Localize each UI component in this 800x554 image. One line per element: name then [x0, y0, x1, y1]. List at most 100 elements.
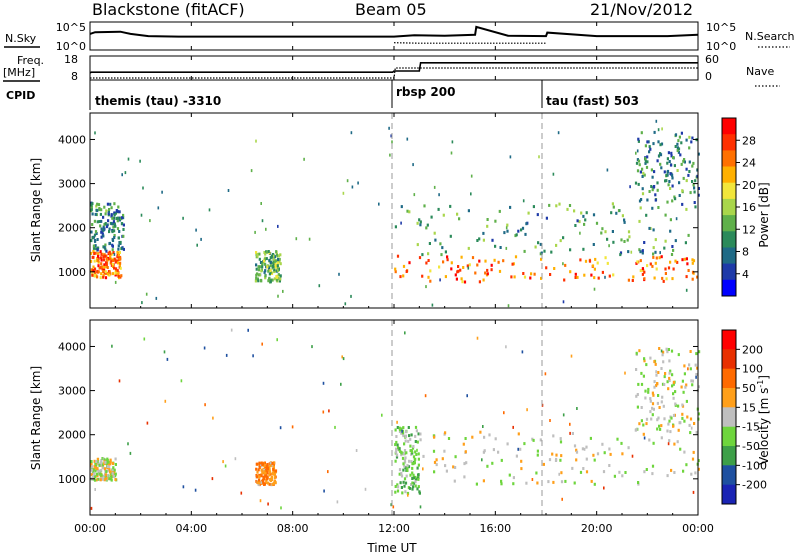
echo-cell-sparse [517, 447, 519, 451]
echo-cell [92, 244, 95, 248]
y-tick-label: 4000 [58, 133, 86, 146]
echo-cell-sparse [512, 425, 514, 429]
echo-cell-sparse [146, 421, 149, 425]
x-tick-label: 08:00 [277, 522, 309, 535]
echo-cell [621, 474, 624, 478]
echo-cell [454, 466, 457, 469]
echo-cell [597, 276, 600, 280]
echo-cell-sparse [381, 413, 383, 417]
noise-right-tick-bottom: 10^0 [706, 40, 736, 53]
echo-cell [641, 272, 644, 276]
echo-cell [635, 428, 638, 431]
echo-cell [100, 473, 103, 477]
echo-cell [116, 219, 119, 223]
echo-cell-sparse [350, 131, 353, 135]
echo-cell-sparse [291, 425, 294, 429]
echo-cell [536, 213, 539, 217]
echo-cell-sparse [322, 381, 325, 385]
echo-cell [90, 203, 93, 207]
echo-cell-sparse [416, 448, 418, 452]
echo-cell [543, 249, 546, 253]
echo-cell [93, 259, 96, 263]
echo-cell [113, 471, 116, 474]
echo-cell [114, 474, 117, 478]
echo-cell [410, 483, 413, 486]
echo-cell [91, 223, 94, 226]
echo-cell [96, 275, 99, 279]
echo-cell [403, 477, 407, 481]
echo-cell [112, 466, 115, 470]
echo-cell [660, 436, 663, 440]
echo-cell [402, 426, 405, 430]
echo-cell-sparse [470, 192, 472, 196]
echo-cell [582, 467, 585, 470]
echo-cell-sparse [424, 394, 427, 398]
echo-cell [413, 461, 416, 465]
echo-cell [672, 414, 676, 417]
echo-cell [482, 278, 485, 282]
echo-cell [613, 474, 616, 478]
echo-cell [275, 253, 278, 257]
echo-cell-sparse [161, 190, 163, 194]
echo-cell [404, 466, 407, 470]
echo-cell [696, 168, 699, 172]
echo-cell [503, 231, 506, 235]
echo-cell [256, 480, 260, 484]
echo-cell [396, 426, 399, 429]
echo-cell [668, 180, 671, 183]
echo-cell [113, 257, 116, 261]
echo-cell [272, 471, 275, 475]
echo-cell-sparse [164, 399, 167, 403]
echo-cell [271, 482, 274, 486]
echo-cell [265, 466, 269, 470]
echo-cell [697, 459, 700, 463]
echo-cell [619, 253, 622, 257]
echo-cell [592, 453, 595, 457]
echo-cell [674, 145, 677, 148]
echo-cell [408, 434, 411, 438]
echo-cell [415, 453, 418, 456]
echo-cell [421, 253, 424, 257]
echo-cell-sparse [336, 500, 339, 504]
echo-cell [263, 251, 266, 254]
echo-cell [677, 404, 680, 408]
echo-cell [666, 429, 669, 433]
echo-cell [692, 183, 695, 187]
echo-cell [110, 206, 113, 210]
velocity-colorbar-label: Velocity [m s-1] [756, 375, 771, 465]
echo-cell [107, 210, 110, 213]
echo-cell [267, 250, 270, 253]
echo-cell-sparse [481, 458, 483, 462]
echo-cell [695, 373, 698, 376]
echo-cell [273, 268, 276, 272]
echo-cell-sparse [690, 426, 693, 430]
echo-cell-sparse [342, 191, 345, 195]
echo-cell [638, 248, 641, 252]
echo-cell [394, 443, 397, 447]
echo-cell-sparse [635, 151, 637, 155]
echo-cell [100, 227, 103, 231]
echo-cell [406, 464, 409, 468]
echo-cell-sparse [593, 287, 596, 291]
echo-cell [97, 203, 101, 207]
echo-cell-sparse [552, 172, 555, 176]
echo-cell [652, 407, 655, 411]
echo-cell [433, 435, 436, 439]
echo-cell [255, 251, 258, 254]
echo-cell [415, 429, 418, 433]
echo-cell [663, 375, 666, 379]
echo-cell [667, 422, 670, 426]
echo-cell [535, 471, 538, 475]
echo-cell-sparse [576, 407, 578, 410]
echo-cell [100, 256, 103, 260]
echo-cell [634, 181, 638, 185]
echo-cell-sparse [346, 179, 349, 183]
echo-cell [471, 435, 474, 439]
echo-cell [113, 202, 116, 206]
echo-cell [101, 477, 105, 481]
echo-cell [612, 273, 615, 277]
echo-cell [102, 258, 105, 262]
echo-cell [662, 404, 665, 408]
echo-cell [96, 457, 99, 461]
echo-cell [104, 270, 107, 274]
